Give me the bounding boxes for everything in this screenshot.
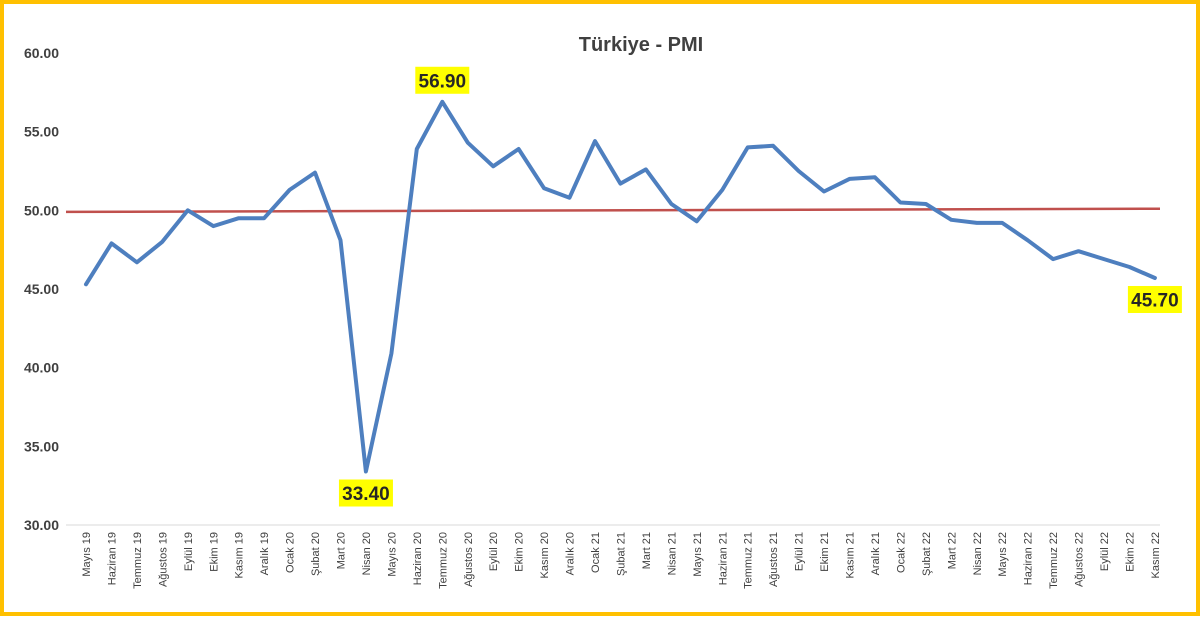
x-tick-label: Mart 20	[336, 532, 348, 569]
x-tick-label: Eylül 20	[488, 532, 500, 571]
x-tick-label: Mart 22	[946, 532, 958, 569]
x-tick-label: Kasım 19	[234, 532, 246, 578]
callout-label: 56.90	[415, 66, 470, 94]
x-tick-label: Aralık 19	[259, 532, 271, 575]
x-tick-label: Kasım 20	[539, 532, 551, 578]
x-tick-label: Temmuz 20	[437, 532, 449, 589]
pmi-line-chart: Türkiye - PMI 30.00 35.00 40.00 45.00 50.00 5…	[24, 34, 1182, 589]
y-tick-label: 60.00	[24, 45, 59, 61]
y-tick-label: 50.00	[24, 202, 59, 218]
y-tick-label: 40.00	[24, 360, 59, 376]
x-tick-label: Mayıs 22	[997, 532, 1009, 577]
x-tick-label: Ekim 19	[208, 532, 220, 572]
y-axis-ticks: 30.00 35.00 40.00 45.00 50.00 55.00 60.00	[24, 45, 1160, 533]
callout-highlight	[338, 479, 393, 507]
x-tick-label: Haziran 22	[1023, 532, 1035, 585]
callout-highlight	[415, 66, 470, 94]
x-tick-label: Haziran 21	[717, 532, 729, 585]
x-tick-label: Ocak 21	[590, 532, 602, 573]
callout-label: 45.70	[1127, 285, 1182, 313]
callout-value: 33.40	[342, 484, 390, 505]
series-layer	[65, 99, 1161, 474]
x-tick-label: Haziran 19	[106, 532, 118, 585]
x-axis-ticks: Mayıs 19 Haziran 19 Temmuz 19 Ağustos 19 Eyl…	[81, 532, 1162, 589]
callout-highlight	[1127, 285, 1182, 313]
x-tick-label: Ocak 20	[285, 532, 297, 573]
x-tick-label: Şubat 22	[921, 532, 933, 576]
x-tick-label: Haziran 20	[412, 532, 424, 585]
x-tick-label: Eylül 19	[183, 532, 195, 571]
x-tick-label: Mart 21	[641, 532, 653, 569]
reference-line	[65, 207, 1161, 214]
pmi-series-line	[84, 99, 1157, 474]
x-tick-label: Temmuz 19	[132, 532, 144, 589]
chart-title: Türkiye - PMI	[579, 34, 703, 56]
x-tick-label: Ağustos 21	[768, 532, 780, 587]
x-tick-label: Şubat 21	[615, 532, 627, 576]
x-tick-label: Ekim 20	[514, 532, 526, 572]
x-tick-label: Ekim 22	[1124, 532, 1136, 572]
x-tick-label: Mayıs 21	[692, 532, 704, 577]
annotation-layer: 56.90 33.40 45.70	[338, 66, 1182, 507]
y-tick-label: 30.00	[24, 517, 59, 533]
x-tick-label: Ağustos 22	[1074, 532, 1086, 587]
x-tick-label: Nisan 21	[666, 532, 678, 575]
x-tick-label: Aralık 20	[565, 532, 577, 575]
x-tick-label: Aralık 21	[870, 532, 882, 575]
x-tick-label: Mayıs 20	[386, 532, 398, 577]
x-tick-label: Temmuz 22	[1048, 532, 1060, 589]
x-tick-label: Ekim 21	[819, 532, 831, 572]
x-tick-label: Ağustos 19	[157, 532, 169, 587]
x-tick-label: Ocak 22	[895, 532, 907, 573]
callout-label: 33.40	[338, 479, 393, 507]
x-tick-label: Nisan 20	[361, 532, 373, 575]
x-tick-label: Ağustos 20	[463, 532, 475, 587]
y-tick-label: 35.00	[24, 438, 59, 454]
x-tick-label: Temmuz 21	[743, 532, 755, 589]
callout-value: 56.90	[419, 71, 467, 92]
x-tick-label: Kasım 21	[845, 532, 857, 578]
x-tick-label: Eylül 21	[794, 532, 806, 571]
callout-value: 45.70	[1131, 290, 1179, 311]
x-tick-label: Şubat 20	[310, 532, 322, 576]
y-tick-label: 55.00	[24, 124, 59, 140]
x-tick-label: Kasım 22	[1150, 532, 1162, 578]
x-tick-label: Mayıs 19	[81, 532, 93, 577]
x-tick-label: Eylül 22	[1099, 532, 1111, 571]
y-tick-label: 45.00	[24, 281, 59, 297]
x-tick-label: Nisan 22	[972, 532, 984, 575]
